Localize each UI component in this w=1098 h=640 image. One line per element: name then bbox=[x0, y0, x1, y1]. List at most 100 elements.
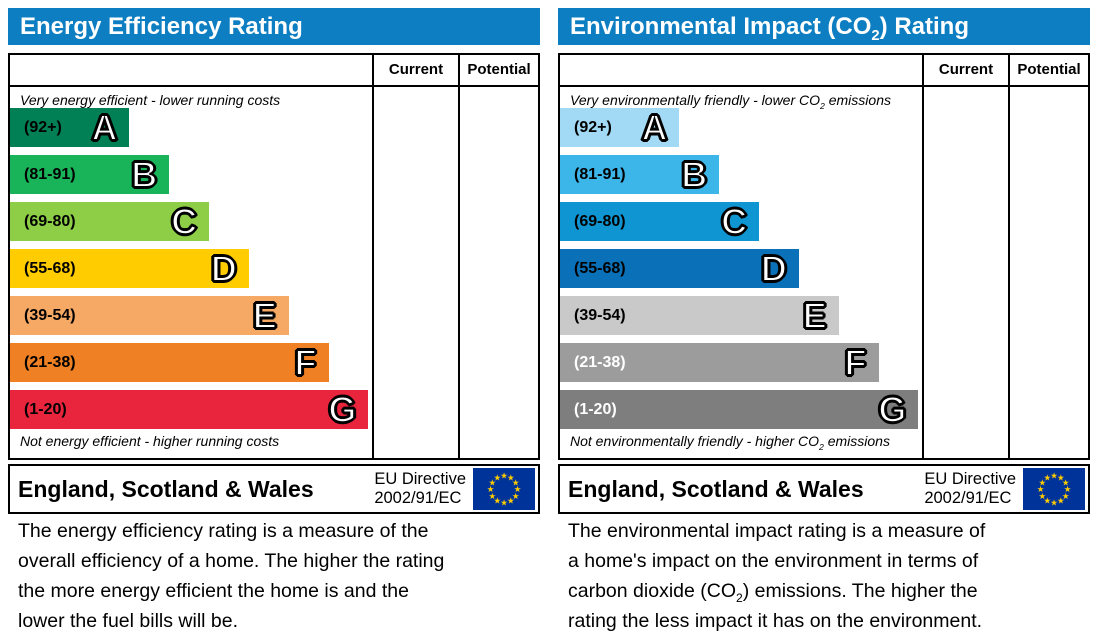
band-row-e: (39-54) E bbox=[560, 296, 922, 335]
column-divider bbox=[458, 55, 460, 458]
svg-text:★: ★ bbox=[488, 492, 496, 502]
svg-text:★: ★ bbox=[507, 473, 515, 483]
band-letter: E bbox=[802, 294, 828, 336]
svg-text:★: ★ bbox=[487, 485, 495, 495]
band-range-label: (1-20) bbox=[574, 400, 617, 418]
band-letter: F bbox=[844, 341, 868, 383]
eu-flag-icon: ★ ★ ★ ★ ★ ★ ★ ★ ★ ★ ★ ★ bbox=[1023, 468, 1085, 510]
svg-text:★: ★ bbox=[1057, 497, 1065, 507]
band-row-e: (39-54) E bbox=[10, 296, 372, 335]
energy-title-bar: Energy Efficiency Rating bbox=[8, 8, 540, 45]
svg-text:★: ★ bbox=[507, 497, 515, 507]
column-header-current: Current bbox=[938, 61, 994, 78]
band-letter: G bbox=[877, 388, 907, 430]
band-letter: C bbox=[170, 200, 198, 242]
svg-text:★: ★ bbox=[1062, 478, 1070, 488]
band-range-label: (69-80) bbox=[24, 212, 76, 230]
svg-text:★: ★ bbox=[1043, 473, 1051, 483]
band-letter: G bbox=[327, 388, 357, 430]
column-divider bbox=[1008, 55, 1010, 458]
bands-container: (92+) A (81-91) B (69-80) C (55-68) D (39-54… bbox=[560, 108, 922, 437]
eu-directive-label: EU Directive 2002/91/EC bbox=[924, 470, 1016, 507]
environmental-description-text: The environmental impact rating is a mea… bbox=[568, 520, 986, 632]
band-letter: F bbox=[294, 341, 318, 383]
footer-box: England, Scotland & Wales EU Directive 2… bbox=[8, 464, 540, 514]
svg-text:★: ★ bbox=[500, 499, 508, 509]
band-row-c: (69-80) C bbox=[560, 202, 922, 241]
band-bar-d: (55-68) D bbox=[10, 249, 249, 288]
band-range-label: (21-38) bbox=[574, 353, 626, 371]
panel-title: Environmental Impact (CO bbox=[570, 13, 872, 40]
band-row-g: (1-20) G bbox=[10, 390, 372, 429]
band-row-f: (21-38) F bbox=[560, 343, 922, 382]
environmental-title-bar: Environmental Impact (CO2) Rating bbox=[558, 8, 1090, 45]
band-bar-c: (69-80) C bbox=[10, 200, 210, 242]
band-row-d: (55-68) D bbox=[560, 249, 922, 288]
band-range-label: (39-54) bbox=[24, 306, 76, 324]
band-row-a: (92+) A bbox=[10, 108, 372, 147]
band-letter: B bbox=[680, 153, 708, 195]
svg-text:★: ★ bbox=[493, 497, 501, 507]
svg-text:★: ★ bbox=[1050, 472, 1058, 482]
band-bar-a: (92+) A bbox=[10, 106, 130, 148]
environmental-impact-panel: Environmental Impact (CO2) Rating Curren… bbox=[558, 8, 1090, 632]
band-letter: C bbox=[720, 200, 748, 242]
svg-text:★: ★ bbox=[1057, 473, 1065, 483]
band-chart-area: Very environmentally friendly - lower CO… bbox=[560, 87, 922, 458]
band-row-c: (69-80) C bbox=[10, 202, 372, 241]
energy-efficiency-panel: Energy Efficiency Rating Current Potenti… bbox=[8, 8, 540, 632]
band-range-label: (55-68) bbox=[24, 259, 76, 277]
header-divider bbox=[560, 85, 1088, 87]
band-letter: E bbox=[252, 294, 278, 336]
svg-text:★: ★ bbox=[488, 478, 496, 488]
band-letter: A bbox=[90, 106, 118, 148]
band-bar-d: (55-68) D bbox=[560, 249, 799, 288]
region-label: England, Scotland & Wales bbox=[568, 475, 864, 502]
svg-text:★: ★ bbox=[493, 473, 501, 483]
eu-directive-label: EU Directive 2002/91/EC bbox=[374, 470, 466, 507]
top-caption: Very energy efficient - lower running co… bbox=[20, 92, 281, 108]
band-bar-g: (1-20) G bbox=[10, 388, 369, 430]
column-header-potential: Potential bbox=[1017, 61, 1081, 78]
svg-text:★: ★ bbox=[1064, 485, 1072, 495]
energy-description-text: The energy efficiency rating is a measur… bbox=[18, 520, 445, 632]
top-caption: Very environmentally friendly - lower CO… bbox=[570, 92, 891, 111]
band-range-label: (55-68) bbox=[574, 259, 626, 277]
band-chart-area: Very energy efficient - lower running co… bbox=[10, 87, 372, 458]
bottom-caption: Not environmentally friendly - higher CO… bbox=[570, 433, 890, 452]
eu-flag-icon: ★ ★ ★ ★ ★ ★ ★ ★ ★ ★ ★ ★ bbox=[473, 468, 535, 510]
band-range-label: (39-54) bbox=[574, 306, 626, 324]
band-bar-e: (39-54) E bbox=[560, 296, 839, 335]
column-divider bbox=[922, 55, 924, 458]
column-divider bbox=[372, 55, 374, 458]
svg-text:★: ★ bbox=[1038, 478, 1046, 488]
band-range-label: (92+) bbox=[24, 118, 62, 136]
svg-text:★: ★ bbox=[1050, 499, 1058, 509]
band-bar-b: (81-91) B bbox=[10, 155, 170, 194]
band-bar-b: (81-91) B bbox=[560, 153, 720, 195]
band-row-b: (81-91) B bbox=[10, 155, 372, 194]
band-bar-f: (21-38) F bbox=[560, 343, 879, 382]
svg-text:★: ★ bbox=[512, 492, 520, 502]
bands-container: (92+) A (81-91) B (69-80) C (55-68) D (39-54… bbox=[10, 108, 372, 437]
svg-text:★: ★ bbox=[1062, 492, 1070, 502]
band-bar-f: (21-38) F bbox=[10, 343, 329, 382]
svg-text:★: ★ bbox=[1038, 492, 1046, 502]
region-label: England, Scotland & Wales bbox=[18, 475, 314, 502]
svg-text:★: ★ bbox=[514, 485, 522, 495]
band-range-label: (69-80) bbox=[574, 212, 626, 230]
panel-title: Energy Efficiency Rating bbox=[20, 13, 303, 40]
band-row-f: (21-38) F bbox=[10, 343, 372, 382]
svg-text:★: ★ bbox=[1037, 485, 1045, 495]
band-row-g: (1-20) G bbox=[560, 390, 922, 429]
svg-text:★: ★ bbox=[1043, 497, 1051, 507]
band-range-label: (1-20) bbox=[24, 400, 67, 418]
band-bar-a: (92+) A bbox=[560, 108, 680, 147]
svg-text:★: ★ bbox=[512, 478, 520, 488]
band-range-label: (81-91) bbox=[24, 165, 76, 183]
rating-table: Current Potential Very energy efficient … bbox=[8, 53, 540, 460]
band-range-label: (21-38) bbox=[24, 353, 76, 371]
band-letter: D bbox=[210, 247, 238, 289]
bottom-caption: Not energy efficient - higher running co… bbox=[20, 433, 280, 450]
header-divider bbox=[10, 85, 538, 87]
